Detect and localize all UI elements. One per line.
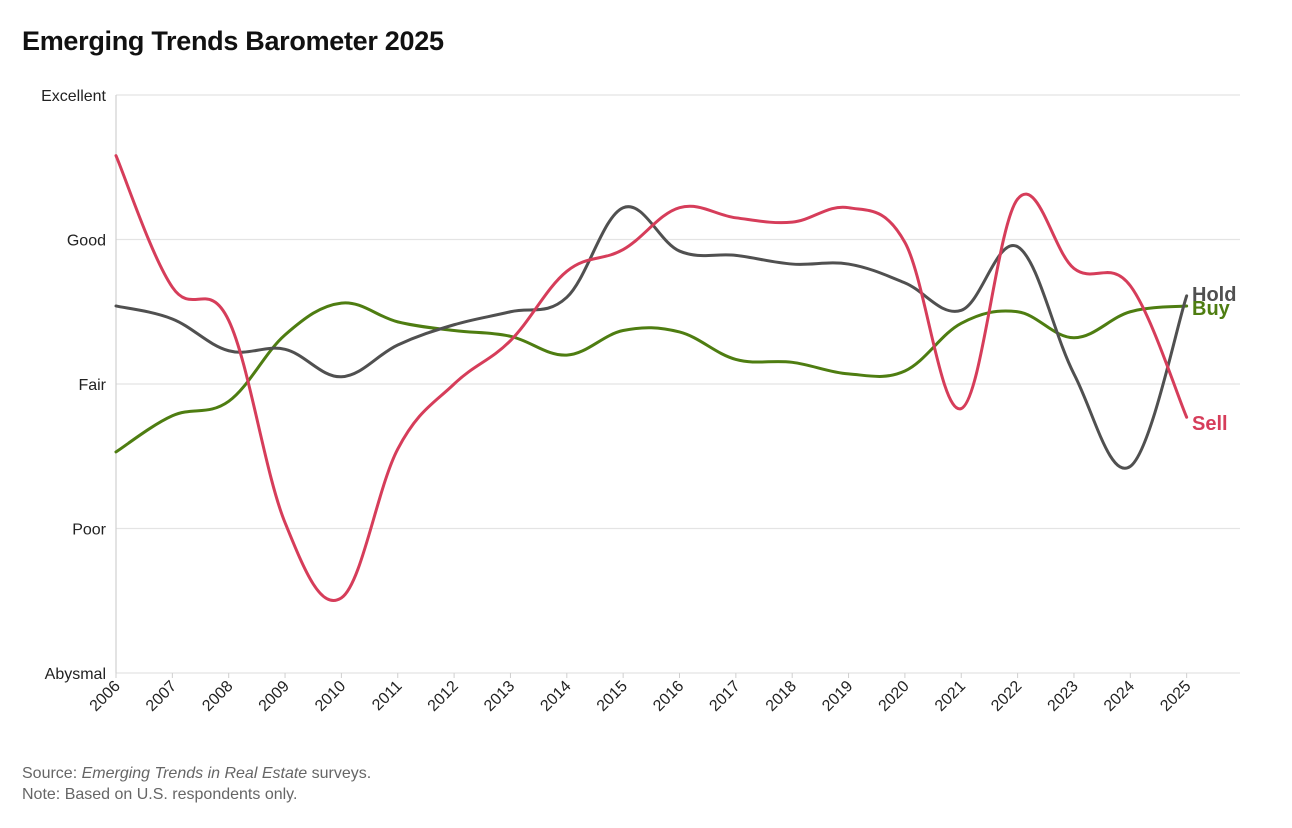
series-line-sell (114, 154, 1189, 602)
x-tick-label-2010: 2010 (312, 678, 349, 715)
y-axis-labels: Abysmal Poor Fair Good Excellent (41, 88, 107, 683)
x-tick-label-2017: 2017 (706, 678, 743, 715)
source-prefix: Source: (22, 765, 82, 782)
x-tick-label-2007: 2007 (143, 678, 180, 715)
axes (115, 95, 1188, 678)
y-tick-label-fair: Fair (78, 377, 106, 394)
x-tick-label-2009: 2009 (256, 678, 293, 715)
series-label-hold: Hold (1192, 284, 1236, 306)
source-note: Source: Emerging Trends in Real Estate s… (22, 763, 371, 784)
x-tick-label-2015: 2015 (594, 678, 631, 715)
x-tick-label-2018: 2018 (763, 678, 800, 715)
x-tick-label-2011: 2011 (369, 678, 405, 714)
y-tick-label-excellent: Excellent (41, 88, 106, 105)
chart-title: Emerging Trends Barometer 2025 (22, 26, 444, 56)
series-label-sell: Sell (1192, 413, 1228, 435)
x-tick-label-2012: 2012 (425, 678, 462, 715)
x-tick-label-2019: 2019 (819, 678, 856, 715)
x-tick-label-2023: 2023 (1045, 678, 1082, 715)
x-tick-label-2020: 2020 (876, 678, 913, 715)
source-suffix: surveys. (307, 765, 372, 782)
x-tick-label-2014: 2014 (537, 678, 574, 715)
grid (116, 94, 1240, 674)
series-lines (114, 154, 1189, 602)
x-tick-label-2021: 2021 (932, 678, 969, 715)
chart-notes: Source: Emerging Trends in Real Estate s… (22, 763, 371, 805)
series-label-buy: Buy (1192, 298, 1231, 320)
x-tick-label-2013: 2013 (481, 678, 518, 715)
x-axis-labels: 2006 2007 2008 2009 2010 2011 2012 2013 2014 2015… (87, 678, 1195, 715)
series-line-hold (114, 205, 1189, 470)
x-tick-label-2006: 2006 (87, 678, 124, 715)
x-tick-label-2024: 2024 (1101, 678, 1138, 715)
x-tick-label-2008: 2008 (199, 678, 236, 715)
series-line-buy (114, 301, 1189, 454)
x-tick-label-2025: 2025 (1157, 678, 1194, 715)
x-tick-label-2022: 2022 (988, 678, 1025, 715)
x-tick-label-2016: 2016 (650, 678, 687, 715)
y-tick-label-good: Good (67, 233, 106, 250)
source-title: Emerging Trends in Real Estate (81, 765, 308, 782)
y-tick-label-abysmal: Abysmal (45, 666, 106, 683)
respondents-note: Note: Based on U.S. respondents only. (22, 786, 298, 803)
y-tick-label-poor: Poor (72, 522, 106, 539)
